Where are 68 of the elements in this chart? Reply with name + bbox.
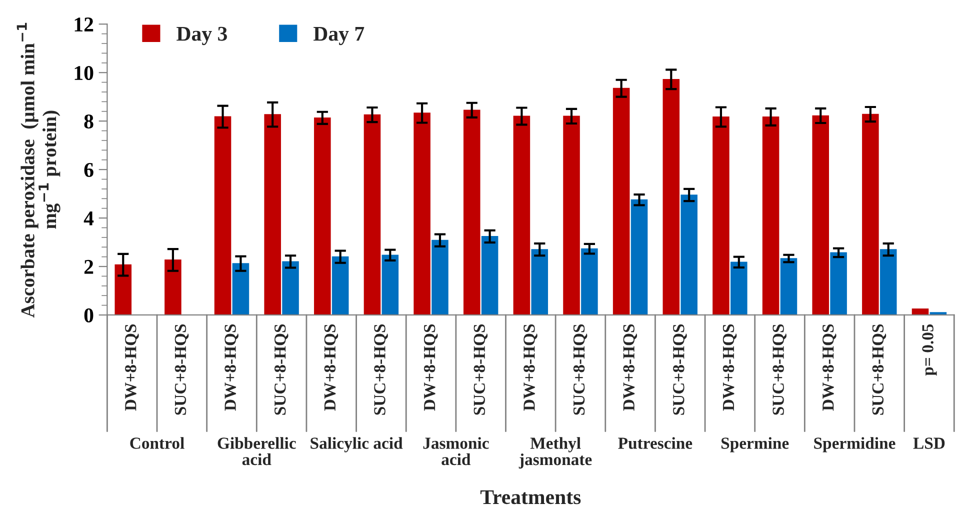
bar (680, 194, 698, 315)
y-tick-label: 0 (84, 308, 94, 322)
text: Salicylic acid (310, 437, 403, 452)
bar (712, 116, 730, 315)
bar (630, 199, 648, 315)
bar (862, 114, 879, 315)
bar (612, 88, 630, 315)
x-tick-label: SUC+8-HQS (274, 324, 288, 415)
bar (581, 248, 598, 315)
x-tick-label: DW+8-HQS (324, 324, 338, 411)
x-tick-label: SUC+8-HQS (474, 324, 488, 415)
bar (880, 249, 897, 315)
x-tick-label: SUC+8-HQS (673, 324, 687, 415)
text: Methyl jasmonate (518, 437, 592, 469)
bar (780, 258, 798, 315)
bar (762, 116, 780, 315)
bar (513, 116, 530, 315)
x-tick-label: p= 0.05 (922, 324, 937, 376)
x-tick-label: SUC+8-HQS (573, 324, 588, 415)
bar (830, 252, 847, 315)
text: Ascorbate peroxidase (µmol min$^{−1}$ mg$^{−1}$ protein) (16, 22, 60, 318)
bar (481, 236, 498, 315)
bar (164, 260, 182, 315)
bar (314, 117, 331, 315)
y-tick-label: 12 (74, 18, 94, 32)
text: Putrescine (618, 437, 692, 449)
bar (282, 261, 299, 315)
bar (364, 114, 381, 315)
bar (114, 264, 132, 315)
text: Control (130, 437, 184, 449)
x-tick-label: SUC+8-HQS (374, 324, 388, 415)
y-tick-label: 10 (74, 66, 94, 80)
bar (432, 240, 448, 315)
x-tick-label: DW+8-HQS (623, 324, 638, 411)
y-tick-label: 6 (84, 162, 94, 177)
bar (232, 263, 250, 315)
x-tick-label: DW+8-HQS (424, 324, 438, 411)
bar (264, 114, 281, 315)
bar (531, 249, 548, 315)
bar (812, 115, 829, 315)
x-tick-label: SUC+8-HQS (772, 324, 786, 415)
x-tick-label: DW+8-HQS (125, 324, 139, 411)
bar (730, 262, 748, 315)
y-tick-label: 2 (84, 260, 94, 274)
y-tick-label: 8 (84, 114, 94, 128)
x-axis-title: Treatments (480, 490, 581, 504)
text: Spermidine (814, 437, 896, 452)
text: Gibberellic acid (218, 437, 296, 466)
x-tick-label: SUC+8-HQS (174, 324, 189, 415)
legend-label: Day 3 (176, 26, 227, 46)
text: LSD (913, 438, 945, 449)
x-tick-label: DW+8-HQS (224, 324, 238, 411)
text: Jasmonic acid (423, 437, 489, 466)
bar (563, 116, 580, 315)
x-tick-label: DW+8-HQS (822, 324, 836, 411)
x-tick-label: DW+8-HQS (524, 324, 538, 411)
bar (332, 256, 349, 315)
x-tick-label: SUC+8-HQS (872, 324, 886, 415)
bar (414, 112, 430, 315)
bar (662, 78, 680, 315)
bar (912, 308, 929, 315)
bar (463, 110, 480, 315)
y-tick-label: 4 (84, 212, 94, 226)
x-tick-label: DW+8-HQS (722, 324, 737, 411)
bar (214, 116, 232, 315)
text: Spermine (721, 437, 789, 452)
bar (382, 254, 399, 315)
legend-label: Day 7 (313, 26, 364, 46)
